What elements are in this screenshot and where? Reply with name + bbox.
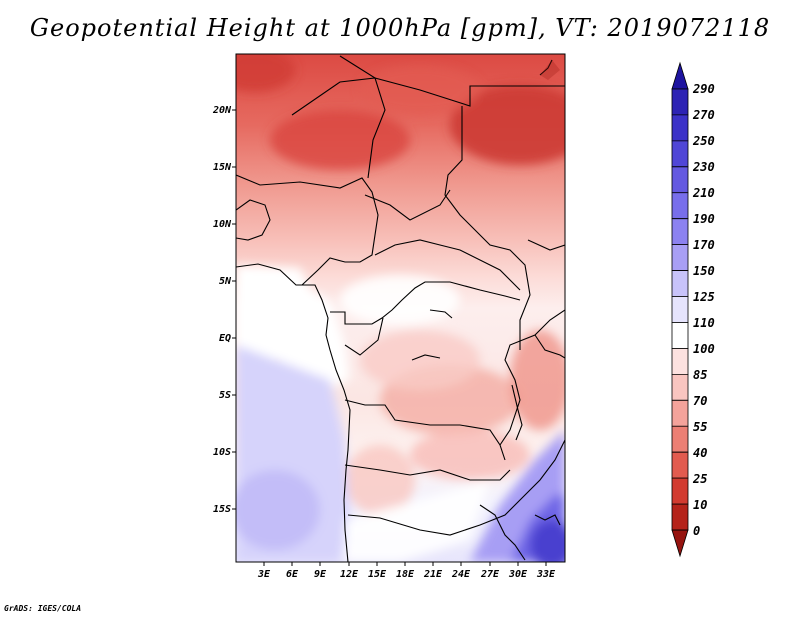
colorbar-segment [671,503,689,531]
colorbar-label: 190 [693,212,715,226]
colorbar-label: 85 [693,368,707,382]
lon-label: 24E [451,569,471,580]
colorbar-label: 70 [693,394,707,408]
lat-label: 15N [213,162,232,173]
longitude-axis: 3E 6E 9E 12E 15E 18E 21E 24E 27E 30E 33E [257,569,556,580]
colorbar-label: 10 [693,498,707,512]
lat-label: 10S [213,447,231,458]
lon-label: 9E [314,569,327,580]
lon-label: 6E [286,569,299,580]
colorbar-segment [671,529,689,558]
colorbar-segment [671,373,689,401]
lon-label: 30E [508,569,528,580]
colorbar-label: 0 [693,524,700,538]
colorbar-label: 40 [693,446,707,460]
colorbar-label: 210 [692,186,715,200]
colorbar-segment [671,296,689,323]
colorbar-segment [671,218,689,246]
lat-label: 20N [212,105,232,116]
colorbar-label: 150 [693,264,715,278]
colorbar-segment [671,477,689,505]
latitude-axis: 20N 15N 10N 5N EQ 5S 10S 15S [212,105,232,515]
colorbar-segment [671,451,689,479]
colorbar-segment [671,140,689,168]
colorbar-segment [671,166,689,194]
colorbar-label: 100 [693,342,715,356]
map-title: Geopotential Height at 1000hPa [gpm], VT… [29,14,771,42]
lon-label: 18E [396,569,415,580]
colorbar-label: 25 [692,472,707,486]
lon-label: 15E [368,569,387,580]
colorbar-segment [671,322,689,349]
colorbar-label: 55 [693,420,707,434]
country-borders [236,55,565,562]
lat-label: 10N [213,219,232,230]
colorbar [671,61,689,558]
lat-label: 5N [219,276,232,287]
grads-credit: GrADS: IGES/COLA [4,604,82,613]
lon-label: 33E [536,569,556,580]
lat-label: EQ [219,333,231,344]
lon-label: 27E [480,569,500,580]
colorbar-labels: 290 270 250 230 210 190 170 150 125 110 … [692,82,715,538]
lon-label: 3E [257,569,271,580]
colorbar-segment [671,88,689,116]
geopotential-field [236,54,565,562]
colorbar-label: 290 [692,82,715,96]
colorbar-label: 250 [692,134,715,148]
colorbar-segment [671,270,689,297]
colorbar-segment [671,114,689,142]
lon-label: 12E [340,569,359,580]
lat-label: 5S [219,390,231,401]
colorbar-segment [671,192,689,220]
colorbar-segment [671,425,689,453]
colorbar-segment [671,399,689,427]
colorbar-label: 270 [692,108,715,122]
colorbar-label: 170 [693,238,715,252]
colorbar-segment [671,348,689,375]
lon-label: 21E [423,569,443,580]
colorbar-label: 125 [693,290,715,304]
colorbar-segment [671,61,689,90]
colorbar-label: 230 [692,160,715,174]
lat-label: 15S [213,504,231,515]
colorbar-segment [671,244,689,271]
map-frame [235,53,566,563]
colorbar-label: 110 [693,316,715,330]
